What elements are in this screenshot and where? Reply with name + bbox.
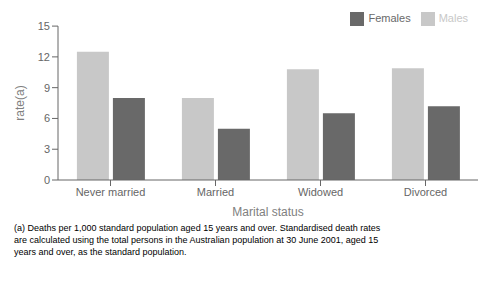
svg-text:0: 0 xyxy=(44,174,50,186)
svg-text:rate(a): rate(a) xyxy=(13,85,27,120)
svg-text:Marital status: Marital status xyxy=(232,205,303,219)
html-text:(a) Deaths per 1,000 standard: (a) Deaths per 1,000 standard population… xyxy=(14,223,381,257)
svg-text:3: 3 xyxy=(44,143,50,155)
svg-text:6: 6 xyxy=(44,112,50,124)
html-text:Females: Females xyxy=(368,12,411,24)
svg-text:12: 12 xyxy=(38,51,50,63)
svg-text:Never married: Never married xyxy=(76,186,146,198)
svg-text:15: 15 xyxy=(38,20,50,32)
svg-text:Married: Married xyxy=(197,186,234,198)
svg-text:Widowed: Widowed xyxy=(298,186,343,198)
html-text:Males: Males xyxy=(438,12,468,24)
svg-text:9: 9 xyxy=(44,82,50,94)
svg-text:Divorced: Divorced xyxy=(404,186,447,198)
